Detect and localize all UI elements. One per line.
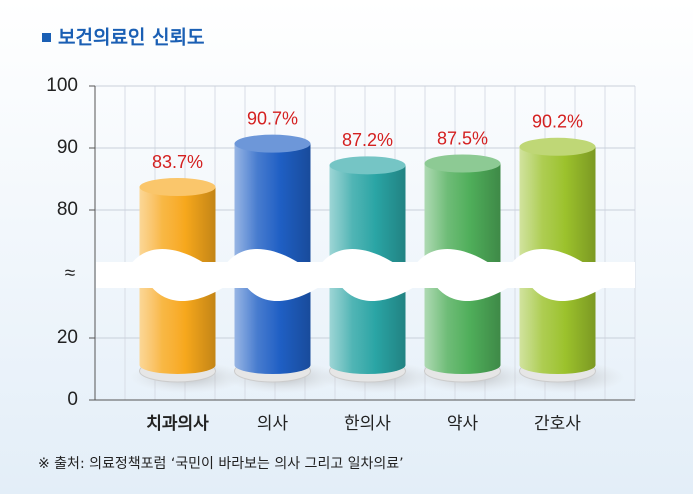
chart-title: 보건의료인 신뢰도 — [58, 27, 204, 49]
x-tick-label: 약사 — [447, 414, 479, 434]
bar-top — [234, 134, 311, 153]
x-tick-label: 간호사 — [534, 414, 581, 434]
source-note: ※ 출처: 의료정책포럼 ‘국민이 바라보는 의사 그리고 일차의료’ — [38, 456, 404, 472]
value-label: 87.2% — [342, 130, 393, 150]
value-label: 90.2% — [532, 112, 583, 132]
bar-top — [329, 156, 406, 175]
value-label: 87.5% — [437, 128, 488, 148]
y-tick-label: 100 — [46, 75, 78, 96]
bar-top — [139, 178, 216, 197]
y-tick-label: 20 — [57, 327, 78, 348]
bar-top — [424, 154, 501, 173]
y-tick-label: 90 — [57, 137, 78, 158]
y-tick-label: 0 — [67, 389, 78, 410]
value-label: 90.7% — [247, 108, 298, 128]
x-tick-label: 치과의사 — [146, 414, 209, 434]
x-tick-label: 의사 — [257, 414, 289, 434]
y-tick-label: 80 — [57, 199, 78, 220]
axis-break — [96, 248, 635, 302]
bar-top — [519, 137, 596, 156]
value-label: 83.7% — [152, 152, 203, 172]
title-bullet — [42, 33, 51, 42]
axis-break-label: ≈ — [65, 263, 75, 284]
x-tick-label: 한의사 — [344, 414, 391, 434]
